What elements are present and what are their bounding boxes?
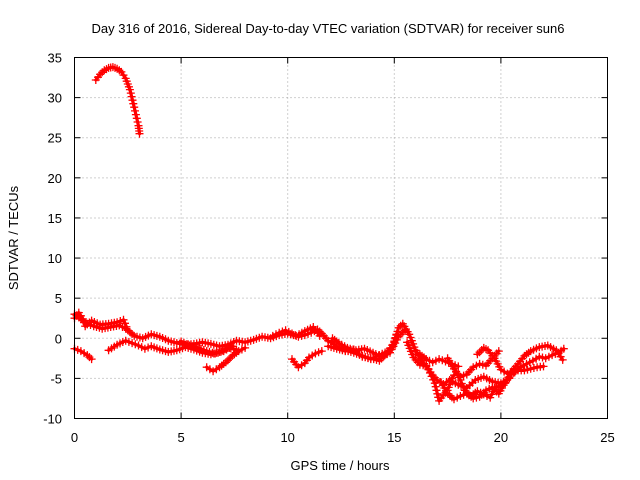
data-series [70,63,568,405]
plus-markers [415,350,463,371]
y-tick-label: 35 [48,51,62,66]
grid-lines [74,57,608,419]
y-tick-label: 5 [55,291,62,306]
series-arc-n [437,362,548,404]
axis-ticks [74,57,608,419]
plus-markers [437,362,548,404]
x-tick-label: 25 [600,430,614,445]
plus-markers [177,337,237,358]
y-tick-label: -5 [50,371,62,386]
y-tick-label: 15 [48,211,62,226]
y-tick-label: 20 [48,171,62,186]
series-arc-k [403,338,514,392]
y-tick-label: 0 [55,331,62,346]
x-tick-label: 20 [494,430,508,445]
x-axis-label: GPS time / hours [291,458,390,473]
x-tick-labels: 0 5 10 15 20 25 [71,430,615,445]
plus-markers [288,347,326,372]
series-arc-e [177,337,237,358]
plus-markers [328,326,409,361]
y-axis-label: SDTVAR / TECUs [6,185,21,290]
plus-markers [91,63,144,138]
series-arc-high [91,63,144,138]
x-tick-label: 5 [177,430,184,445]
series-arc-h [288,347,326,372]
series-arc-l [443,347,503,381]
chart-title: Day 316 of 2016, Sidereal Day-to-day VTE… [91,21,564,36]
plus-markers [403,338,514,392]
y-tick-label: -10 [43,412,62,427]
x-tick-label: 0 [71,430,78,445]
y-tick-labels: -10 -5 0 5 10 15 20 25 30 35 [43,51,62,427]
plus-markers [202,343,250,376]
series-arc-f [202,343,250,376]
series-arc-o [415,350,463,371]
series-arc-j [328,326,409,361]
x-tick-label: 15 [387,430,401,445]
series-line [330,328,407,359]
y-tick-label: 30 [48,91,62,106]
x-tick-label: 10 [280,430,294,445]
plot-frame [74,57,608,419]
y-tick-label: 25 [48,131,62,146]
y-tick-label: 10 [48,251,62,266]
